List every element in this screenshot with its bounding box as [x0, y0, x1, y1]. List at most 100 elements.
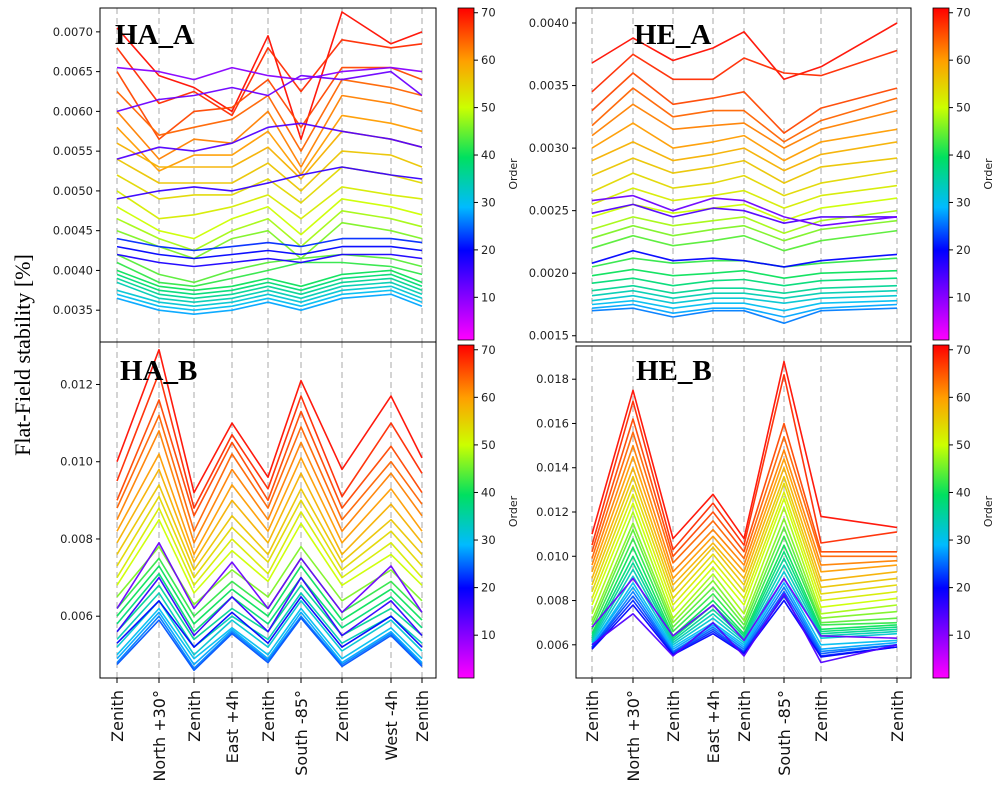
series-line-order-36 — [116, 277, 423, 300]
series-line-order-66 — [591, 418, 897, 558]
series-line-order-68 — [591, 49, 898, 93]
series-line-order-44 — [116, 253, 423, 284]
series-line-order-60 — [591, 455, 898, 580]
colorbars: 10 20 30 40 50 60 70 Order 10 20 30 40 50 60 70 Order 10… — [457, 6, 995, 679]
x-tick-label: North +30° — [624, 690, 643, 782]
series-line-order-68 — [116, 372, 423, 509]
series-line-order-54 — [591, 482, 898, 600]
y-tick-label: 0.008 — [536, 594, 569, 608]
series-line-order-10 — [116, 66, 423, 81]
colorbar-label: Order — [982, 495, 995, 527]
panel-ha-b: HA_B 0.006 0.008 0.010 0.012 — [60, 341, 437, 679]
panel-title-ha-b: HA_B — [120, 355, 197, 387]
colorbar-tick-label: 70 — [481, 343, 496, 357]
series-line-order-66 — [116, 399, 423, 517]
panel-he-b: HE_B 0.006 0.008 0.010 0.012 0.014 0.016 0.018 — [536, 345, 912, 679]
colorbar-tick-label: 10 — [481, 628, 496, 642]
series-line-order-44 — [591, 229, 898, 252]
series-line-order-48 — [116, 210, 423, 252]
y-tick-label: 0.012 — [536, 505, 569, 519]
y-tick-label: 0.012 — [60, 377, 93, 391]
series-line-order-18 — [116, 253, 423, 268]
series-line-order-66 — [591, 72, 898, 134]
x-tick-label: Zenith — [735, 690, 754, 742]
series-line-order-62 — [591, 444, 898, 573]
colorbar-tick-label: 70 — [956, 343, 971, 357]
colorbar-tick-label: 40 — [956, 148, 971, 162]
x-tick-label: Zenith — [888, 690, 907, 742]
y-tick-label: 0.0050 — [53, 184, 93, 198]
series-line-order-20 — [591, 249, 898, 268]
colorbar-tick-label: 20 — [481, 581, 496, 595]
series-line-order-16 — [116, 166, 423, 200]
y-tick-label: 0.0030 — [529, 141, 569, 155]
y-tick-label: 0.0035 — [53, 303, 93, 317]
colorbar-tick-label: 40 — [481, 148, 496, 162]
series-line-order-66 — [116, 66, 423, 140]
series-line-order-30 — [116, 289, 423, 312]
x-tick-label: Zenith — [664, 690, 683, 742]
y-tick-label: 0.0040 — [53, 263, 93, 277]
series-line-order-34 — [116, 281, 423, 304]
series-line-order-50 — [591, 497, 898, 613]
series-line-order-70 — [116, 11, 423, 140]
series-line-order-56 — [116, 484, 423, 571]
series-line-order-54 — [116, 495, 423, 579]
colorbar-tick-label: 50 — [956, 438, 971, 452]
series-line-order-30 — [591, 577, 898, 648]
x-tick-label: South -85° — [292, 690, 311, 776]
colorbar-tick-label: 50 — [956, 101, 971, 115]
y-tick-label: 0.0045 — [53, 224, 93, 238]
axes-frame-he-a — [575, 7, 912, 343]
series-line-order-60 — [116, 453, 423, 556]
series-line-order-12 — [116, 70, 423, 113]
x-tick-label: Zenith — [583, 690, 602, 742]
series-line-order-70 — [591, 22, 898, 81]
x-tick-label: Zenith — [185, 690, 204, 742]
colorbar-tick-label: 20 — [956, 581, 971, 595]
series-line-order-46 — [591, 517, 898, 624]
panel-title-he-a: HE_A — [634, 19, 711, 51]
panel-title-ha-a: HA_A — [115, 19, 194, 51]
series-line-order-34 — [116, 592, 423, 648]
y-tick-label: 0.010 — [60, 455, 93, 469]
y-tick-label: 0.0015 — [529, 329, 569, 343]
y-tick-label: 0.0040 — [529, 16, 569, 30]
series-line-order-52 — [591, 491, 898, 606]
series-line-order-64 — [591, 431, 897, 564]
series-line-order-30 — [591, 299, 898, 312]
series-line-order-58 — [591, 141, 898, 172]
series-line-order-48 — [591, 506, 898, 620]
series-line-order-40 — [116, 565, 423, 625]
colorbar-label: Order — [507, 495, 520, 527]
y-tick-label: 0.0070 — [53, 25, 93, 39]
series-line-order-70 — [591, 360, 898, 540]
series-line-order-48 — [591, 209, 898, 234]
panel-he-a: HE_A 0.0015 0.0020 0.0025 0.0030 0.0035 0.004… — [529, 7, 912, 343]
panel-title-he-b: HE_B — [636, 355, 712, 387]
y-tick-label: 0.0065 — [53, 65, 93, 79]
x-tick-label: North +30° — [150, 690, 169, 782]
colorbar — [457, 344, 475, 679]
series-line-order-22 — [591, 595, 898, 657]
colorbar-tick-label: 10 — [956, 628, 971, 642]
series-line-order-20 — [116, 245, 423, 260]
series-line-order-50 — [116, 198, 423, 240]
series-line-order-16 — [116, 576, 423, 637]
colorbar-tick-label: 20 — [956, 243, 971, 257]
colorbar-tick-label: 50 — [481, 438, 496, 452]
series-line-order-40 — [116, 269, 423, 292]
series-line-order-62 — [591, 103, 898, 149]
x-tick-label: South -85° — [775, 690, 794, 776]
series-line-order-58 — [591, 466, 898, 586]
colorbar-tick-label: 30 — [956, 533, 971, 547]
colorbar-tick-label: 60 — [956, 53, 971, 67]
series-line-order-40 — [591, 544, 898, 637]
panel-ha-a: HA_A 0.0035 0.0040 0.0045 0.0050 0.0055 0.006… — [53, 7, 437, 343]
series-line-order-42 — [591, 257, 898, 268]
series-line-order-54 — [591, 169, 898, 197]
series-line-order-50 — [116, 518, 423, 594]
y-tick-label: 0.0035 — [529, 79, 569, 93]
colorbar — [932, 344, 950, 679]
x-tick-label: Zenith — [812, 690, 831, 742]
